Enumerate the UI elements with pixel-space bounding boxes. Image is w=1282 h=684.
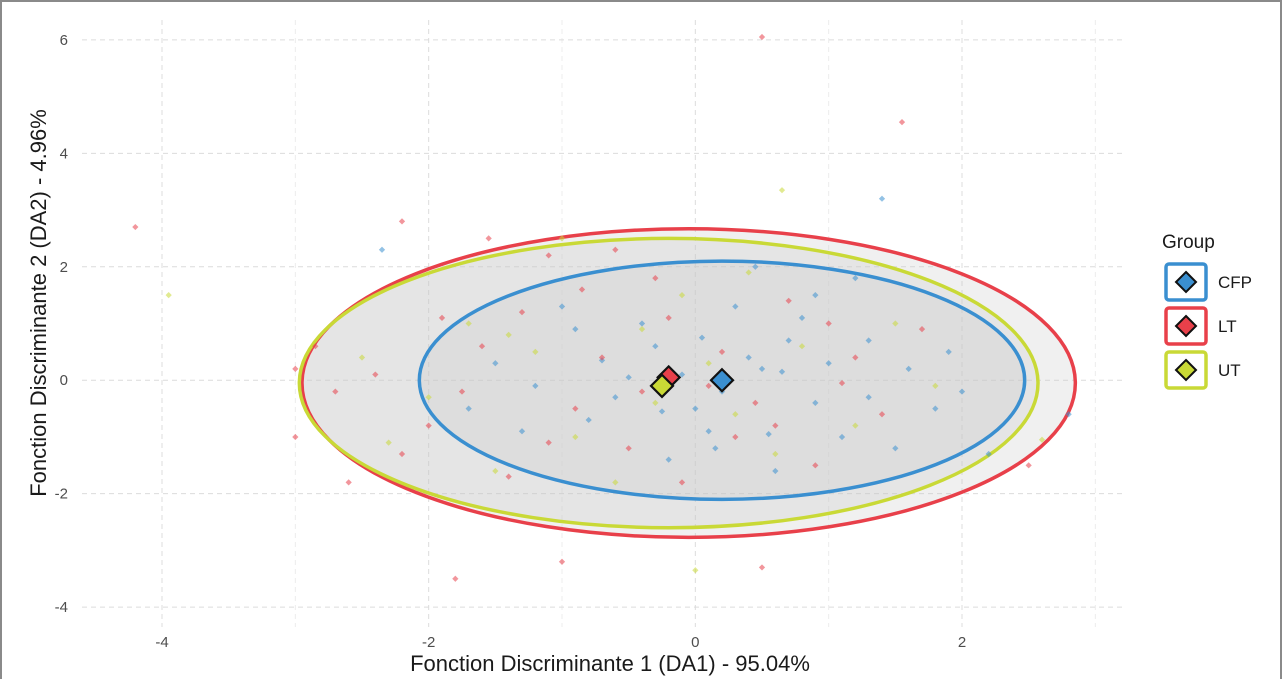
- x-axis-title: Fonction Discriminante 1 (DA1) - 95.04%: [410, 651, 810, 676]
- point-cfp: [865, 337, 872, 344]
- x-tick-label: 0: [691, 634, 699, 651]
- point-ut: [932, 382, 939, 390]
- y-axis-title: Fonction Discriminante 2 (DA2) - 4.96%: [26, 109, 51, 497]
- point-cfp: [572, 326, 579, 333]
- point-lt: [758, 564, 766, 571]
- point-lt: [718, 348, 726, 355]
- point-ut: [692, 567, 699, 574]
- point-lt: [312, 343, 319, 350]
- point-lt: [918, 326, 926, 333]
- legend: Group CFP LT UT: [1162, 232, 1252, 390]
- point-lt: [505, 473, 512, 480]
- point-lt: [292, 365, 299, 372]
- point-lt: [438, 314, 446, 321]
- centroids-layer: [649, 364, 735, 399]
- point-cfp: [492, 360, 499, 367]
- legend-diamond-lt: [1174, 314, 1198, 338]
- legend-diamond-cfp: [1174, 270, 1198, 294]
- point-cfp: [532, 382, 539, 390]
- point-lt: [132, 223, 139, 231]
- legend-title: Group: [1162, 232, 1215, 253]
- point-cfp: [625, 374, 632, 381]
- ellipse-lt: [300, 227, 1078, 540]
- point-lt: [758, 33, 766, 41]
- point-lt: [332, 388, 339, 395]
- points-layer: [132, 33, 1072, 582]
- legend-label-cfp: CFP: [1218, 273, 1252, 292]
- legend-label-ut: UT: [1218, 361, 1241, 380]
- point-cfp: [518, 428, 526, 435]
- y-tick-label: 6: [60, 32, 68, 49]
- y-tick-label: 2: [60, 259, 68, 276]
- point-ut: [772, 450, 779, 458]
- point-ut: [505, 331, 512, 338]
- point-cfp: [465, 405, 472, 412]
- point-cfp: [765, 431, 772, 438]
- point-ut: [465, 320, 472, 327]
- point-cfp: [612, 394, 619, 401]
- point-cfp: [692, 405, 699, 412]
- point-ut: [778, 187, 786, 194]
- point-cfp: [585, 416, 592, 424]
- point-cfp: [678, 371, 686, 378]
- point-lt: [545, 439, 552, 446]
- point-ut: [425, 394, 432, 401]
- y-tick-label: 4: [60, 145, 68, 162]
- point-lt: [485, 235, 492, 242]
- point-ut: [1038, 436, 1046, 443]
- point-ut: [638, 326, 646, 333]
- y-tick-label: 0: [60, 372, 68, 389]
- point-lt: [292, 433, 299, 441]
- centroid-cfp: [709, 367, 735, 393]
- point-lt: [478, 343, 486, 350]
- ellipses-layer: [297, 227, 1078, 540]
- point-ut: [532, 348, 539, 355]
- y-tick-label: -4: [55, 599, 68, 616]
- point-cfp: [945, 348, 952, 355]
- point-lt: [398, 450, 406, 458]
- legend-diamond-ut: [1174, 358, 1198, 382]
- point-ut: [165, 292, 172, 299]
- point-cfp: [785, 337, 792, 344]
- ellipse-cfp: [417, 259, 1027, 502]
- point-lt: [558, 558, 566, 565]
- point-cfp: [658, 408, 666, 415]
- point-ut: [358, 354, 366, 361]
- point-cfp: [1065, 411, 1072, 418]
- point-lt: [372, 371, 379, 378]
- centroid-ut: [649, 373, 675, 399]
- point-ut: [705, 360, 712, 367]
- point-lt: [452, 575, 459, 582]
- point-cfp: [825, 360, 832, 367]
- ellipse-ut: [297, 236, 1040, 530]
- point-cfp: [865, 394, 872, 401]
- x-tick-label: 2: [958, 634, 966, 651]
- y-tick-label: -2: [55, 486, 68, 503]
- point-lt: [572, 405, 579, 412]
- point-cfp: [878, 195, 886, 202]
- point-lt: [705, 382, 712, 390]
- point-cfp: [705, 428, 712, 435]
- point-lt: [345, 479, 352, 486]
- x-tick-label: -2: [422, 634, 435, 651]
- point-cfp: [985, 450, 992, 458]
- point-cfp: [932, 405, 939, 412]
- point-ut: [492, 467, 499, 475]
- point-ut: [385, 439, 392, 446]
- point-cfp: [378, 246, 386, 253]
- point-lt: [425, 422, 432, 429]
- x-tick-label: -4: [155, 634, 168, 651]
- axis-ticks: -4 -2 0 2 -4 -2 0 2 4 6: [55, 32, 967, 651]
- point-lt: [898, 119, 906, 126]
- point-lt: [812, 462, 819, 469]
- point-lt: [458, 388, 466, 395]
- legend-label-lt: LT: [1218, 317, 1237, 336]
- point-lt: [1025, 462, 1032, 469]
- point-lt: [398, 218, 406, 225]
